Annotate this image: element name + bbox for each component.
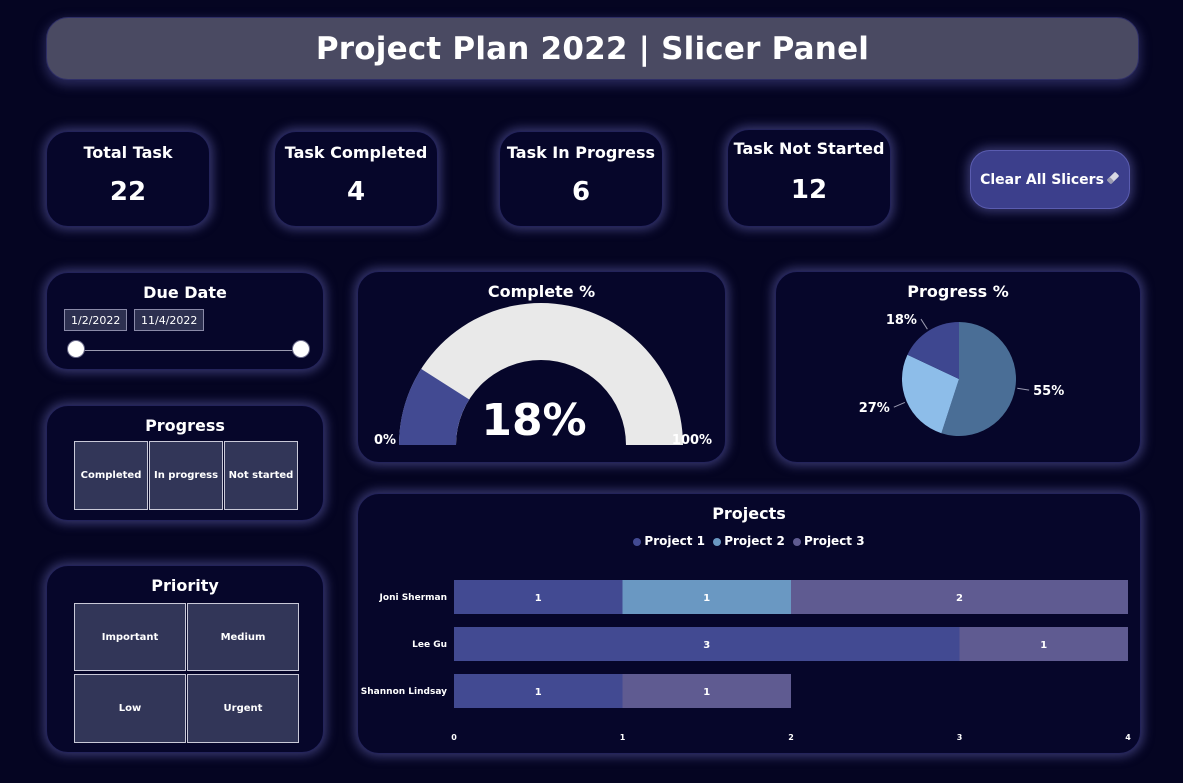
kpi-value: 22	[109, 177, 147, 207]
kpi-label: Task Completed	[284, 143, 428, 162]
priority-option-urgent[interactable]: Urgent	[187, 674, 299, 743]
projects-chart-card: Projects Project 1 Project 2 Project 3 J…	[357, 493, 1141, 754]
x-tick-label: 2	[788, 733, 794, 742]
bar-data-label: 3	[703, 640, 710, 651]
legend-item-project-3[interactable]: Project 3	[792, 534, 865, 548]
bar-data-label: 1	[535, 687, 542, 698]
bar-category-label: Joni Sherman	[379, 593, 447, 603]
pie-slice[interactable]	[902, 354, 959, 434]
progress-percent-card: Progress % 55% 27% 18%	[775, 271, 1141, 463]
projects-title: Projects	[712, 504, 786, 523]
gauge-fill	[399, 368, 470, 445]
header-banner: Project Plan 2022 | Slicer Panel	[46, 17, 1139, 80]
bar-segment[interactable]	[454, 580, 623, 614]
gauge-value-label: 18%	[481, 395, 586, 446]
pie-slice[interactable]	[907, 322, 959, 379]
legend-item-project-2[interactable]: Project 2	[713, 534, 785, 548]
progress-slicer: Progress Completed In progress Not start…	[46, 405, 324, 521]
kpi-card-task-not-started: Task Not Started 12	[727, 129, 891, 227]
bar-segment[interactable]	[454, 627, 960, 661]
projects-legend: Project 1 Project 2 Project 3	[358, 534, 1140, 548]
pie-leader-line	[1017, 387, 1030, 391]
legend-dot	[713, 537, 722, 546]
priority-slicer: Priority Important Medium Low Urgent	[46, 565, 324, 753]
legend-label: Project 3	[803, 534, 865, 548]
clear-all-slicers-button[interactable]: Clear All Slicers	[970, 150, 1130, 209]
progress-option-not-started[interactable]: Not started	[224, 441, 298, 510]
pie-title: Progress %	[907, 282, 1009, 301]
pie-slice-label: 27%	[859, 401, 890, 416]
bar-category-label: Lee Gu	[412, 640, 447, 650]
pie-slice[interactable]	[941, 322, 1016, 436]
pie-leader-line	[920, 318, 928, 330]
gauge-title: Complete %	[487, 282, 596, 301]
start-date-field[interactable]: 1/2/2022	[64, 309, 128, 331]
legend-label: Project 2	[724, 534, 785, 548]
kpi-value: 12	[790, 175, 828, 205]
date-range-track	[77, 350, 301, 351]
bar-segment[interactable]	[622, 674, 792, 708]
bar-data-label: 2	[956, 593, 963, 604]
bar-segment[interactable]	[959, 627, 1129, 661]
start-date-handle[interactable]	[67, 340, 85, 358]
eraser-icon	[1106, 171, 1120, 189]
priority-option-low[interactable]: Low	[74, 674, 186, 743]
end-date-handle[interactable]	[292, 340, 310, 358]
bar-data-label: 1	[703, 687, 710, 698]
x-tick-label: 0	[451, 733, 457, 742]
legend-label: Project 1	[644, 534, 706, 548]
bar-category-label: Shannon Lindsay	[361, 687, 447, 697]
clear-all-slicers-label: Clear All Slicers	[980, 171, 1104, 188]
kpi-card-task-completed: Task Completed 4	[274, 131, 438, 227]
gauge-track	[399, 303, 683, 445]
pie-chart: 55% 27% 18%	[859, 313, 1064, 436]
kpi-label: Task Not Started	[733, 139, 885, 158]
legend-dot	[633, 537, 642, 546]
bar-segment[interactable]	[791, 580, 1128, 614]
due-date-title: Due Date	[143, 283, 227, 302]
kpi-card-total-task: Total Task 22	[46, 131, 210, 227]
end-date-field[interactable]: 11/4/2022	[134, 309, 205, 331]
x-tick-label: 1	[620, 733, 626, 742]
gauge-max-label: 100%	[672, 433, 712, 448]
gauge-min-label: 0%	[374, 433, 396, 448]
gauge-chart: 18% 0% 100%	[374, 303, 712, 448]
legend-item-project-1[interactable]: Project 1	[633, 534, 705, 548]
bar-segment[interactable]	[622, 580, 792, 614]
bar-data-label: 1	[535, 593, 542, 604]
pie-slice-label: 18%	[886, 313, 917, 328]
kpi-value: 6	[571, 177, 591, 207]
pie-leader-line	[893, 401, 906, 408]
kpi-label: Task In Progress	[506, 143, 656, 162]
pie-slice-label: 55%	[1033, 384, 1064, 399]
bar-data-label: 1	[703, 593, 710, 604]
kpi-card-task-in-progress: Task In Progress 6	[499, 131, 663, 227]
priority-option-important[interactable]: Important	[74, 603, 186, 671]
progress-option-in-progress[interactable]: In progress	[149, 441, 223, 510]
progress-option-completed[interactable]: Completed	[74, 441, 148, 510]
priority-slicer-title: Priority	[151, 576, 219, 595]
x-tick-label: 3	[957, 733, 963, 742]
legend-dot	[792, 537, 801, 546]
priority-option-medium[interactable]: Medium	[187, 603, 299, 671]
due-date-slicer: Due Date 1/2/2022 11/4/2022	[46, 272, 324, 370]
progress-slicer-title: Progress	[145, 416, 225, 435]
bar-data-label: 1	[1040, 640, 1047, 651]
bar-segment[interactable]	[454, 674, 623, 708]
page-title: Project Plan 2022 | Slicer Panel	[315, 30, 870, 67]
kpi-value: 4	[346, 177, 366, 207]
kpi-label: Total Task	[83, 143, 173, 162]
x-tick-label: 4	[1125, 733, 1131, 742]
projects-bar-chart: Joni Sherman 1 1 2 Lee Gu 3 1 Shannon Lindsay 1 1…	[361, 580, 1131, 742]
complete-percent-card: Complete % 18% 0% 100%	[357, 271, 726, 463]
